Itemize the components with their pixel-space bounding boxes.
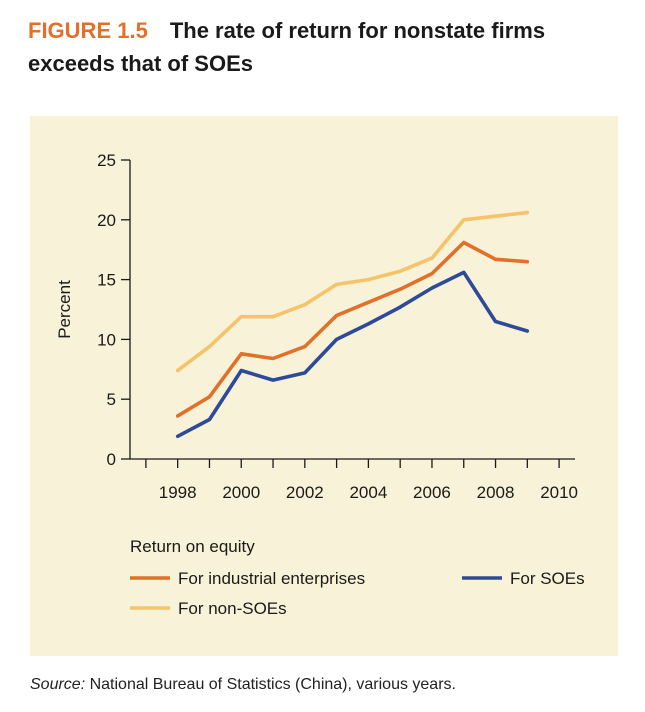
series-line-for-soes bbox=[175, 270, 530, 439]
y-tick-label: 10 bbox=[97, 330, 116, 349]
line-chart: 0 5 10 15 20 25 Percent 1998 2000 2002 2004 2006 200… bbox=[55, 151, 585, 618]
source-label: Source: bbox=[30, 676, 86, 693]
series-line-for-industrial-enterprises bbox=[175, 240, 530, 418]
x-tick-label: 2008 bbox=[477, 483, 515, 502]
x-tick-label: 1998 bbox=[159, 483, 197, 502]
series-line-for-non-soes bbox=[175, 210, 530, 373]
x-tick-label: 2004 bbox=[349, 483, 387, 502]
source-text: National Bureau of Statistics (China), v… bbox=[89, 676, 456, 693]
y-axis-title: Percent bbox=[55, 280, 74, 339]
figure-number: FIGURE 1.5 bbox=[28, 18, 148, 43]
figure-title-block: FIGURE 1.5 The rate of return for nonstat… bbox=[28, 16, 628, 82]
legend-label-for-soes: For SOEs bbox=[510, 569, 585, 588]
y-tick-label: 5 bbox=[107, 390, 116, 409]
x-tick-label: 2000 bbox=[222, 483, 260, 502]
figure-title: The rate of return for nonstate firms ex… bbox=[28, 18, 546, 76]
x-tick-label: 2006 bbox=[413, 483, 451, 502]
y-tick-label: 20 bbox=[97, 211, 116, 230]
y-tick-label: 15 bbox=[97, 271, 116, 290]
y-tick-label: 0 bbox=[107, 450, 116, 469]
legend-title: Return on equity bbox=[130, 537, 255, 556]
source-note: Source: National Bureau of Statistics (C… bbox=[30, 676, 456, 694]
y-tick-label: 25 bbox=[97, 151, 116, 170]
x-tick-label: 2002 bbox=[286, 483, 324, 502]
chart-panel: 0 5 10 15 20 25 Percent 1998 2000 2002 2004 2006 200… bbox=[30, 116, 618, 656]
legend-label-for-non-soes: For non-SOEs bbox=[178, 599, 287, 618]
legend-label-for-industrial-enterprises: For industrial enterprises bbox=[178, 569, 365, 588]
x-tick-label: 2010 bbox=[540, 483, 578, 502]
